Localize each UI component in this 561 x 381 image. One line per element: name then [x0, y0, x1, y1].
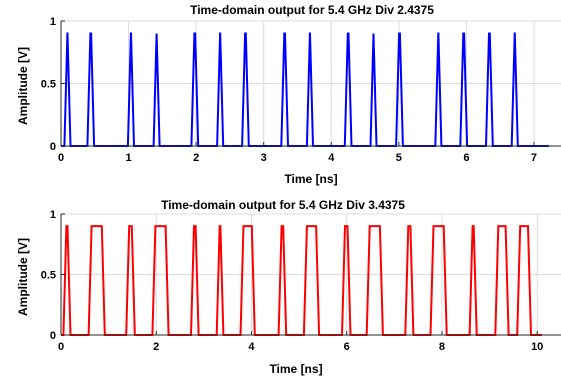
y-axis-label-2: Amplitude [V]: [16, 238, 30, 316]
x-tick-label: 0: [58, 341, 64, 353]
y-axis-label-1: Amplitude [V]: [16, 47, 30, 125]
y-tick-label: 1: [50, 209, 56, 221]
y-tick-label: 1: [50, 16, 56, 28]
chart-title-1: Time-domain output for 5.4 GHz Div 2.437…: [190, 3, 434, 17]
x-tick-label: 2: [153, 341, 159, 353]
x-tick-label: 7: [531, 152, 537, 164]
chart-title-2: Time-domain output for 5.4 GHz Div 3.437…: [161, 198, 405, 212]
x-tick-label: 2: [193, 152, 199, 164]
x-tick-label: 1: [126, 152, 132, 164]
panel-2: Time-domain output for 5.4 GHz Div 3.437…: [16, 198, 561, 376]
x-ticks-1: 0 1 2 3 4 5 6 7: [58, 142, 537, 164]
x-tick-label: 6: [463, 152, 469, 164]
x-tick-label: 0: [58, 152, 64, 164]
y-ticks-2: 00.51: [41, 209, 65, 342]
x-tick-label: 10: [531, 341, 543, 353]
y-tick-label: 0.5: [41, 79, 56, 91]
x-axis-label-2: Time [ns]: [269, 362, 322, 376]
x-tick-label: 6: [344, 341, 350, 353]
y-tick-label: 0.5: [41, 270, 56, 282]
x-tick-label: 8: [439, 341, 445, 353]
panel-1: Time-domain output for 5.4 GHz Div 2.437…: [16, 3, 561, 186]
x-tick-label: 4: [248, 341, 255, 353]
x-ticks-2: 0 2 4 6 8 10: [58, 331, 543, 353]
x-axis-label-1: Time [ns]: [284, 172, 337, 186]
x-tick-label: 3: [261, 152, 267, 164]
y-tick-label: 0: [50, 141, 56, 153]
grid-2: [61, 213, 561, 335]
y-tick-label: 0: [50, 330, 56, 342]
x-tick-label: 5: [396, 152, 402, 164]
y-ticks-1: 00.51: [41, 16, 65, 153]
x-tick-label: 4: [328, 152, 335, 164]
